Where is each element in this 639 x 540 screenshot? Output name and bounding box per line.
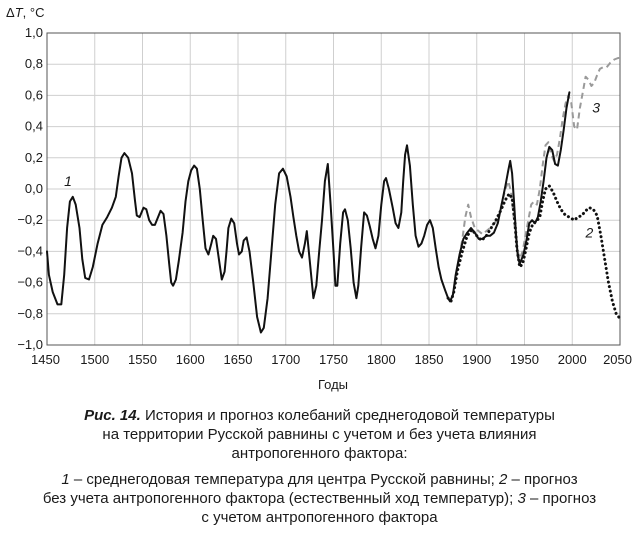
y-tick-label: −0,4 [17,243,43,258]
curve-label-1: 1 [64,173,72,189]
legend-number-2: 2 [498,471,508,488]
y-tick-label: −0,8 [17,306,43,321]
series-2-line [446,184,622,320]
y-tick-label: 0,6 [25,87,43,102]
y-tick-label: −0,6 [17,275,43,290]
y-tick-label: 0,8 [25,56,43,71]
figure-caption: Рис. 14. История и прогноз колебаний сре… [0,406,639,463]
plot-frame [46,32,621,346]
figure-number: Рис. 14. [84,407,141,424]
x-tick-label: 1500 [80,352,109,367]
curve-label-2: 2 [585,224,594,240]
legend-text-2b: без учета антропогенного фактора (естест… [42,490,518,507]
x-tick-label: 1750 [319,352,348,367]
legend-text-2: – прогноз [507,471,578,488]
y-tick-label: −0,2 [17,212,43,227]
x-tick-label: 1600 [176,352,205,367]
x-tick-label: 1950 [510,352,539,367]
caption-line-3: антропогенного фактора: [231,445,408,462]
legend-number-3: 3 [517,490,526,507]
x-tick-label: 1800 [367,352,396,367]
x-tick-label: 2050 [603,352,632,367]
y-tick-label: 0,2 [25,150,43,165]
x-tick-label: 1650 [224,352,253,367]
y-axis-title: ΔT, °C [6,5,44,20]
y-tick-label: 0,4 [25,119,43,134]
y-tick-label: −1,0 [17,337,43,352]
temperature-chart: ΔT, °C 1,0 0,8 0,6 0,4 0,2 0,0 −0,2 −0,4 −0,6 −0,… [6,5,632,392]
x-tick-label: 1850 [415,352,444,367]
x-tick-label: 1450 [31,352,60,367]
legend-text-3: – прогноз [525,490,597,507]
series-1-line [46,91,571,334]
x-tick-label: 1900 [462,352,491,367]
x-tick-label: 2000 [558,352,587,367]
series-3-line [447,57,620,303]
y-tick-label: 0,0 [25,181,43,196]
curve-label-3: 3 [592,100,600,116]
figure-legend: 1 – среднегодовая температура для центра… [0,470,639,527]
legend-text-3b: с учетом антропогенного фактора [201,509,438,526]
y-tick-label: 1,0 [25,25,43,40]
x-axis-title: Годы [318,377,348,392]
legend-number-1: 1 [61,471,70,488]
x-tick-label: 1550 [128,352,157,367]
legend-text-1: – среднегодовая температура для центра Р… [69,471,499,488]
x-tick-label: 1700 [271,352,300,367]
caption-line-1: История и прогноз колебаний среднегодово… [140,407,555,424]
caption-line-2: на территории Русской равнины с учетом и… [102,426,537,443]
